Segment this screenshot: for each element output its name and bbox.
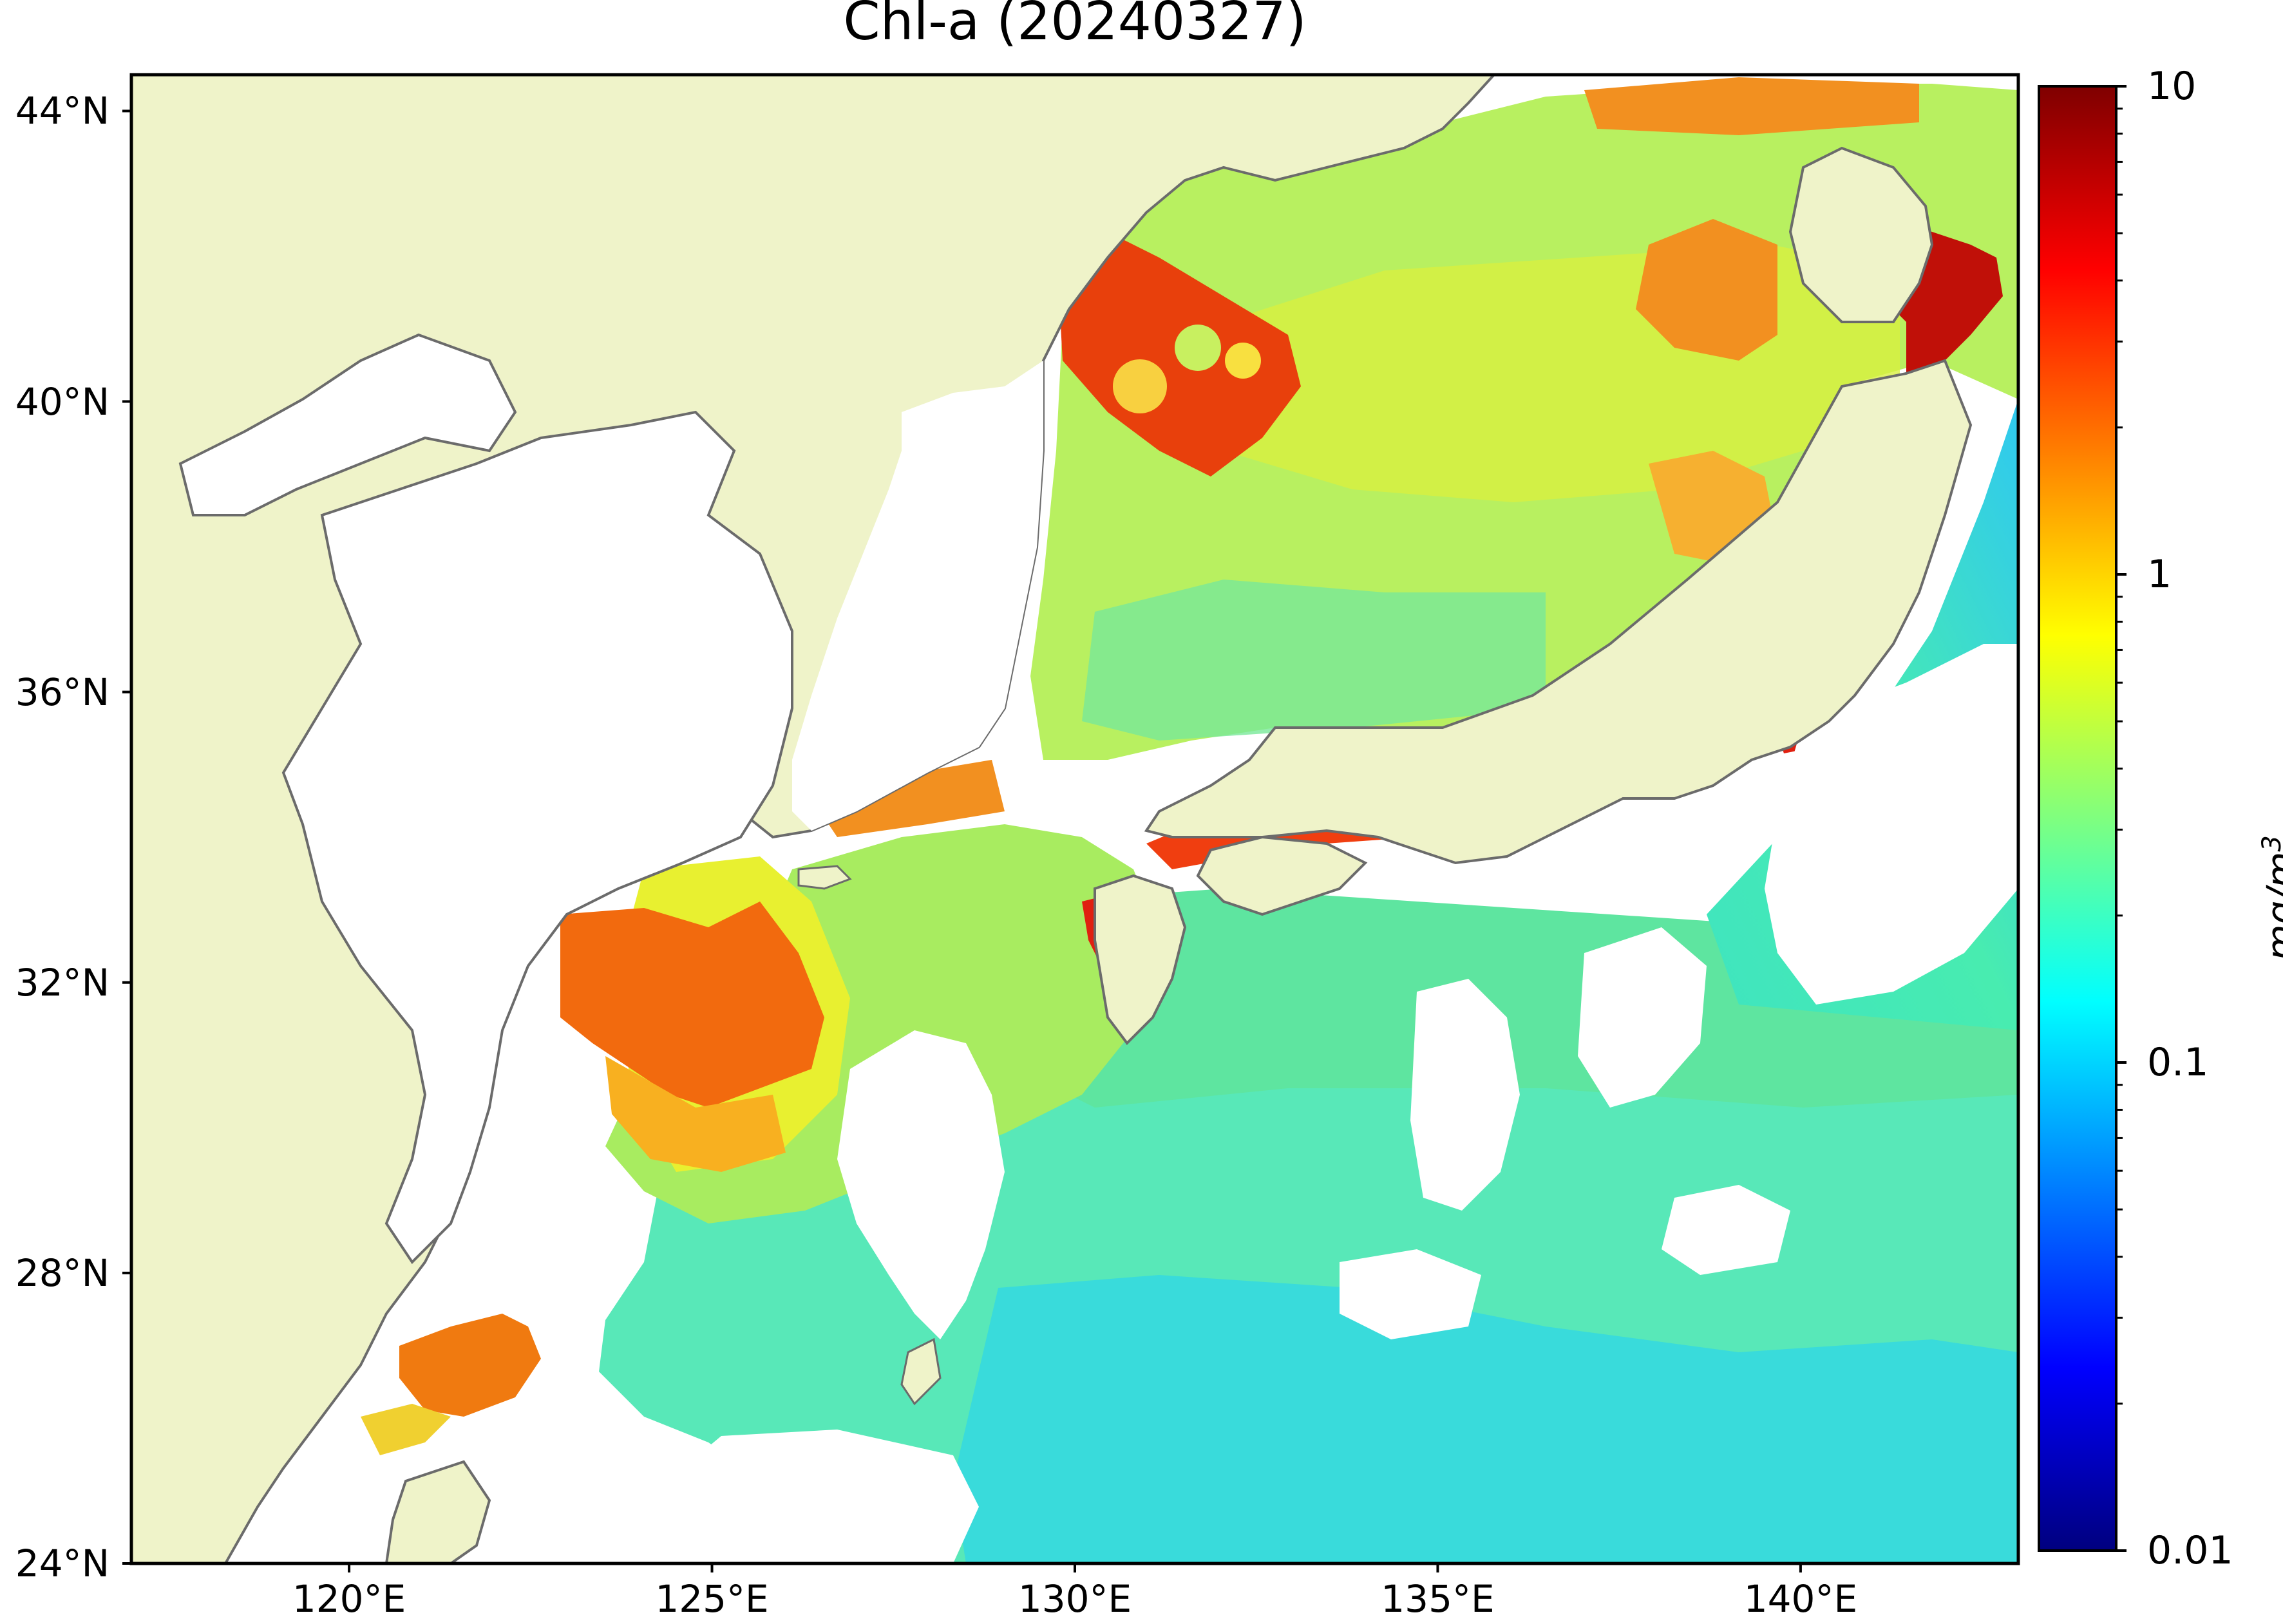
- chl-eddy-2: [1175, 325, 1221, 371]
- chl-eddy-1: [1113, 359, 1167, 413]
- chl-data-field: [361, 77, 2018, 1563]
- nodata-region-south-2: [1410, 979, 1520, 1211]
- nodata-region-east: [1765, 644, 2018, 1005]
- lon-tick-label: 140°E: [1743, 1577, 1858, 1621]
- colorbar-tick-label: 10: [2147, 64, 2197, 109]
- chl-patch-sea-east-1: [1636, 219, 1777, 361]
- land-japan-honshu: [1144, 359, 1973, 865]
- nodata-region-south-6: [1662, 1185, 1790, 1275]
- colorbar-tick-label: 0.1: [2147, 1040, 2209, 1085]
- colorbar-tick-label: 1: [2147, 552, 2172, 597]
- chl-patch-japan-sea-green: [1082, 580, 1546, 741]
- chl-patch-hokkaido-west: [1584, 77, 1919, 135]
- nodata-region-south-5: [1340, 1249, 1481, 1339]
- lat-tick-label: 28°N: [15, 1251, 109, 1295]
- lat-tick-label: 32°N: [15, 960, 109, 1005]
- lon-ticks: [348, 1563, 1802, 1572]
- colorbar-unit-superscript: 3: [2257, 835, 2283, 851]
- chl-patch-korea-south: [811, 760, 1005, 837]
- lon-tick-label: 125°E: [655, 1577, 769, 1621]
- land-bohai-white: [178, 333, 517, 516]
- lat-tick-label: 40°N: [15, 379, 109, 424]
- colorbar-unit-label: mg/m3: [2257, 835, 2283, 961]
- land-jeju: [797, 865, 852, 890]
- chl-patch-ecs-high: [560, 902, 824, 1108]
- lon-tick-label: 130°E: [1018, 1577, 1132, 1621]
- chl-patch-taiwan-strait-2: [361, 1404, 451, 1455]
- colorbar-ticks: [2116, 85, 2127, 1552]
- lat-tick-label: 24°N: [15, 1542, 109, 1585]
- map-title: Chl-a (20240327): [843, 0, 1307, 52]
- land-taiwan: [384, 1460, 491, 1563]
- colorbar-tick-label: 0.01: [2147, 1528, 2233, 1573]
- colorbar-unit-text: mg/m: [2259, 851, 2283, 961]
- lat-tick-label: 44°N: [15, 89, 109, 133]
- nodata-region-south-1: [837, 1030, 1005, 1339]
- chl-patch-south-cyan: [953, 1275, 2018, 1563]
- land-japan-kyushu: [1094, 874, 1187, 1046]
- chl-patch-taiwan-strait: [399, 1314, 541, 1417]
- land-japan-shikoku: [1196, 835, 1368, 916]
- nodata-region-south-4: [644, 1430, 979, 1563]
- chl-eddy-3: [1225, 343, 1261, 379]
- land: [131, 75, 1973, 1563]
- nodata-region-south-3: [1578, 927, 1707, 1108]
- land-okinawa: [900, 1337, 942, 1406]
- lon-tick-label: 120°E: [292, 1577, 406, 1621]
- lat-tick-label: 36°N: [15, 670, 109, 714]
- land-korea-white: [792, 361, 1043, 831]
- lat-ticks: [122, 109, 131, 1565]
- colorbar: [2038, 85, 2117, 1552]
- land-japan-hokkaido: [1788, 146, 1934, 323]
- land-china-coast-white: [281, 410, 793, 1265]
- lon-tick-label: 135°E: [1381, 1577, 1495, 1621]
- chl-patch-ecs-mid: [605, 1056, 786, 1172]
